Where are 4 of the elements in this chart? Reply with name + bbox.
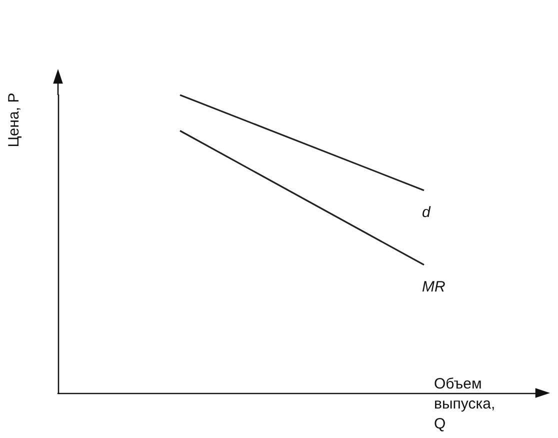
x-axis-title: Объем выпуска, Q [434, 376, 500, 432]
series-label: d [422, 204, 431, 221]
series-label: MR [422, 278, 446, 296]
y-axis-title: Цена, P [6, 92, 22, 148]
